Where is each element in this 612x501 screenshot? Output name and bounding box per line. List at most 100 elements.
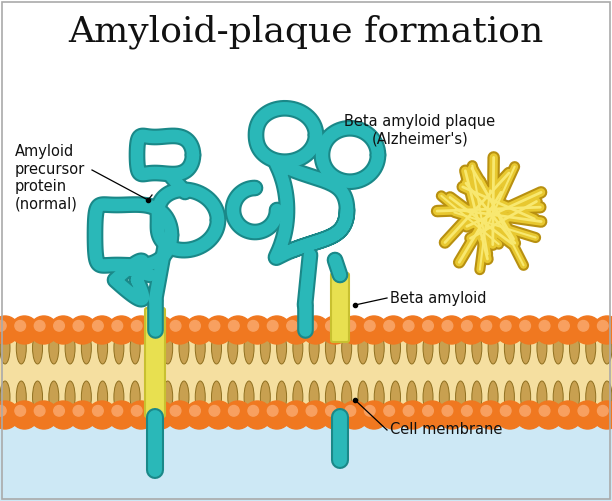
Circle shape: [54, 321, 64, 331]
Circle shape: [539, 405, 550, 416]
Ellipse shape: [212, 332, 222, 364]
Circle shape: [302, 316, 330, 344]
Ellipse shape: [244, 381, 254, 413]
Ellipse shape: [341, 381, 352, 413]
Ellipse shape: [521, 332, 531, 364]
Ellipse shape: [423, 381, 433, 413]
Circle shape: [345, 321, 356, 331]
Ellipse shape: [407, 381, 417, 413]
FancyBboxPatch shape: [331, 273, 349, 342]
Ellipse shape: [553, 381, 563, 413]
Ellipse shape: [326, 332, 335, 364]
Circle shape: [170, 321, 181, 331]
Circle shape: [345, 405, 356, 416]
Circle shape: [34, 405, 45, 416]
Circle shape: [326, 405, 336, 416]
Circle shape: [49, 401, 77, 429]
Circle shape: [496, 401, 524, 429]
Circle shape: [151, 321, 162, 331]
Ellipse shape: [260, 381, 271, 413]
Ellipse shape: [586, 381, 595, 413]
Circle shape: [578, 405, 589, 416]
Ellipse shape: [390, 381, 400, 413]
Circle shape: [501, 321, 511, 331]
Ellipse shape: [488, 381, 498, 413]
Circle shape: [88, 401, 116, 429]
Ellipse shape: [65, 332, 75, 364]
Ellipse shape: [130, 381, 140, 413]
Circle shape: [481, 321, 491, 331]
Ellipse shape: [81, 381, 91, 413]
Circle shape: [554, 316, 582, 344]
Circle shape: [127, 401, 155, 429]
Ellipse shape: [195, 381, 205, 413]
Ellipse shape: [293, 381, 303, 413]
Circle shape: [49, 316, 77, 344]
Ellipse shape: [163, 332, 173, 364]
Circle shape: [69, 401, 97, 429]
Ellipse shape: [244, 332, 254, 364]
Ellipse shape: [49, 332, 59, 364]
Circle shape: [132, 321, 142, 331]
Circle shape: [166, 316, 194, 344]
Circle shape: [593, 401, 612, 429]
Circle shape: [282, 316, 310, 344]
Circle shape: [54, 405, 64, 416]
Ellipse shape: [455, 332, 466, 364]
Ellipse shape: [293, 332, 303, 364]
Circle shape: [112, 321, 122, 331]
Circle shape: [573, 316, 602, 344]
Circle shape: [559, 405, 569, 416]
Circle shape: [461, 405, 472, 416]
Circle shape: [418, 316, 446, 344]
Ellipse shape: [504, 381, 514, 413]
Ellipse shape: [341, 332, 352, 364]
Circle shape: [228, 321, 239, 331]
Circle shape: [204, 316, 233, 344]
Text: Beta amyloid plaque
(Alzheimer's): Beta amyloid plaque (Alzheimer's): [345, 114, 496, 146]
Circle shape: [244, 316, 272, 344]
Circle shape: [399, 401, 427, 429]
Circle shape: [442, 321, 453, 331]
Circle shape: [209, 405, 220, 416]
Ellipse shape: [309, 332, 319, 364]
Circle shape: [438, 401, 466, 429]
Ellipse shape: [374, 332, 384, 364]
Ellipse shape: [455, 381, 466, 413]
Ellipse shape: [130, 332, 140, 364]
Ellipse shape: [569, 381, 580, 413]
Circle shape: [263, 316, 291, 344]
Ellipse shape: [488, 332, 498, 364]
Circle shape: [0, 405, 6, 416]
Circle shape: [108, 316, 135, 344]
Circle shape: [360, 401, 388, 429]
Circle shape: [224, 316, 252, 344]
Circle shape: [170, 405, 181, 416]
Ellipse shape: [0, 381, 10, 413]
Circle shape: [306, 405, 317, 416]
Circle shape: [423, 405, 433, 416]
Ellipse shape: [358, 381, 368, 413]
Circle shape: [146, 316, 174, 344]
Circle shape: [340, 316, 368, 344]
Circle shape: [365, 405, 375, 416]
Circle shape: [127, 316, 155, 344]
Circle shape: [306, 321, 317, 331]
Circle shape: [379, 316, 408, 344]
Circle shape: [185, 316, 213, 344]
Circle shape: [92, 405, 103, 416]
Circle shape: [597, 405, 608, 416]
Ellipse shape: [472, 381, 482, 413]
Circle shape: [321, 316, 349, 344]
Circle shape: [224, 401, 252, 429]
Ellipse shape: [537, 381, 547, 413]
Circle shape: [384, 321, 395, 331]
Ellipse shape: [309, 381, 319, 413]
Ellipse shape: [163, 381, 173, 413]
Circle shape: [559, 321, 569, 331]
Ellipse shape: [504, 332, 514, 364]
Bar: [0, 330, 612, 415]
Ellipse shape: [277, 332, 286, 364]
Circle shape: [244, 401, 272, 429]
Ellipse shape: [358, 332, 368, 364]
